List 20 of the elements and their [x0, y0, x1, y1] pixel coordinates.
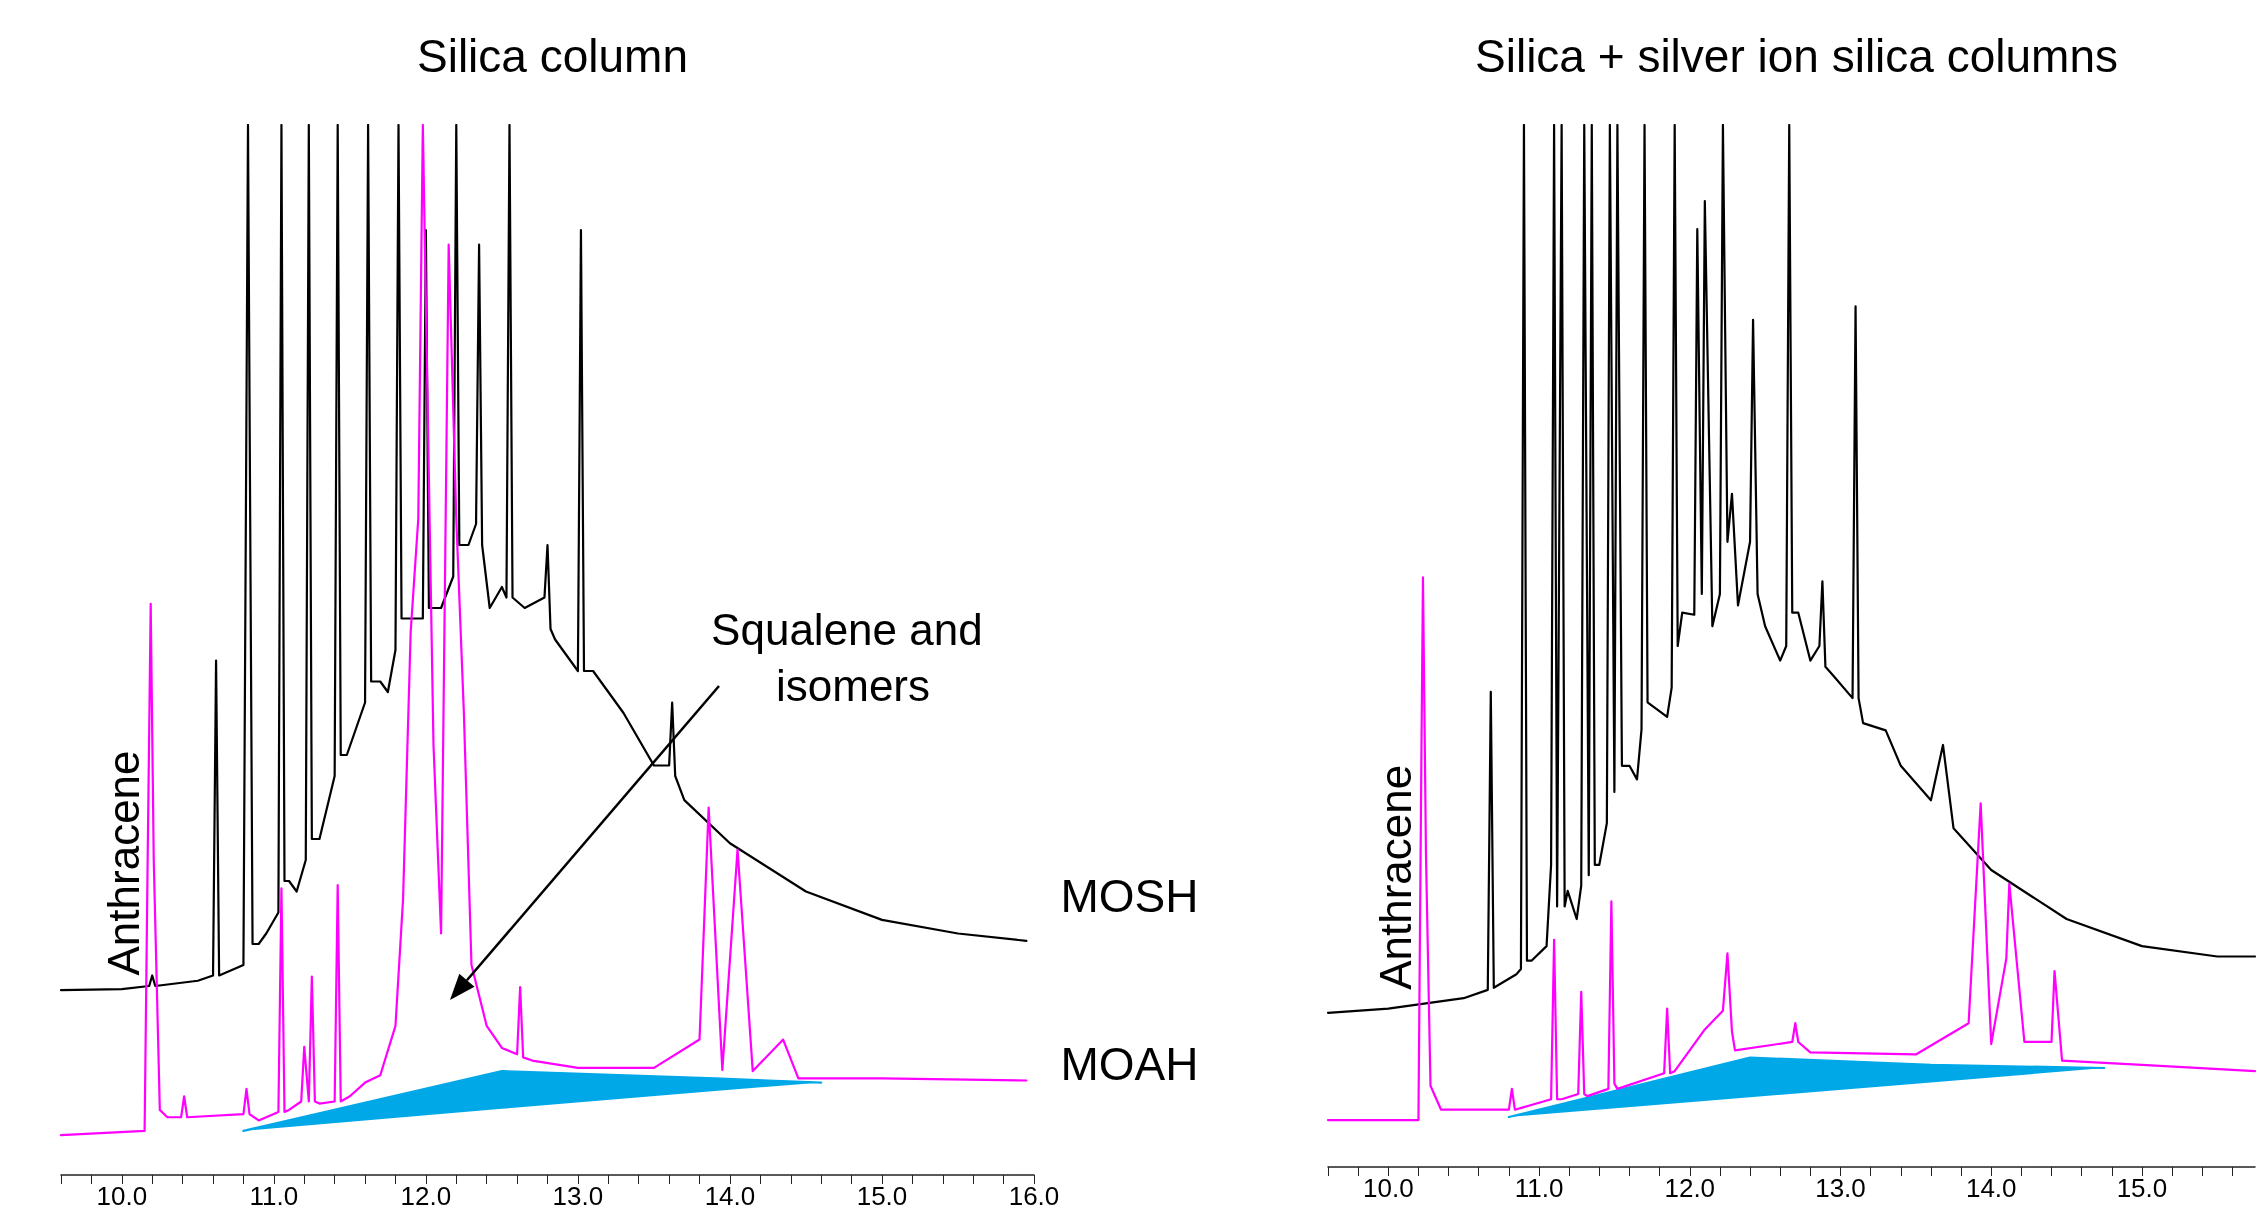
x-tick-label: 14.0: [704, 1181, 756, 1211]
x-tick-label: 10.0: [96, 1181, 148, 1211]
x-tick-label: 15.0: [2116, 1173, 2168, 1203]
x-tick-label: 12.0: [400, 1181, 452, 1211]
series-label: MOAH: [1060, 1037, 1199, 1090]
x-tick-label: 12.0: [1664, 1173, 1716, 1203]
x-tick-label: 10.0: [1362, 1173, 1414, 1203]
annotation: Anthracene: [99, 750, 149, 976]
x-tick-label: 11.0: [249, 1181, 299, 1211]
chart-title: Silica + silver ion silica columns: [1475, 30, 2118, 82]
x-tick-label: 14.0: [1965, 1173, 2017, 1203]
x-tick-label: 13.0: [1815, 1173, 1866, 1203]
x-tick-label: 16.0: [1008, 1181, 1060, 1211]
x-tick-label: 11.0: [1514, 1173, 1564, 1203]
chart-title: Silica column: [417, 30, 688, 82]
annotation: Anthracene: [1371, 764, 1421, 990]
x-tick-label: 13.0: [552, 1181, 604, 1211]
series-label: MOSH: [1060, 869, 1199, 922]
x-tick-label: 15.0: [856, 1181, 908, 1211]
annotation: Squalene and isomers: [711, 604, 995, 710]
